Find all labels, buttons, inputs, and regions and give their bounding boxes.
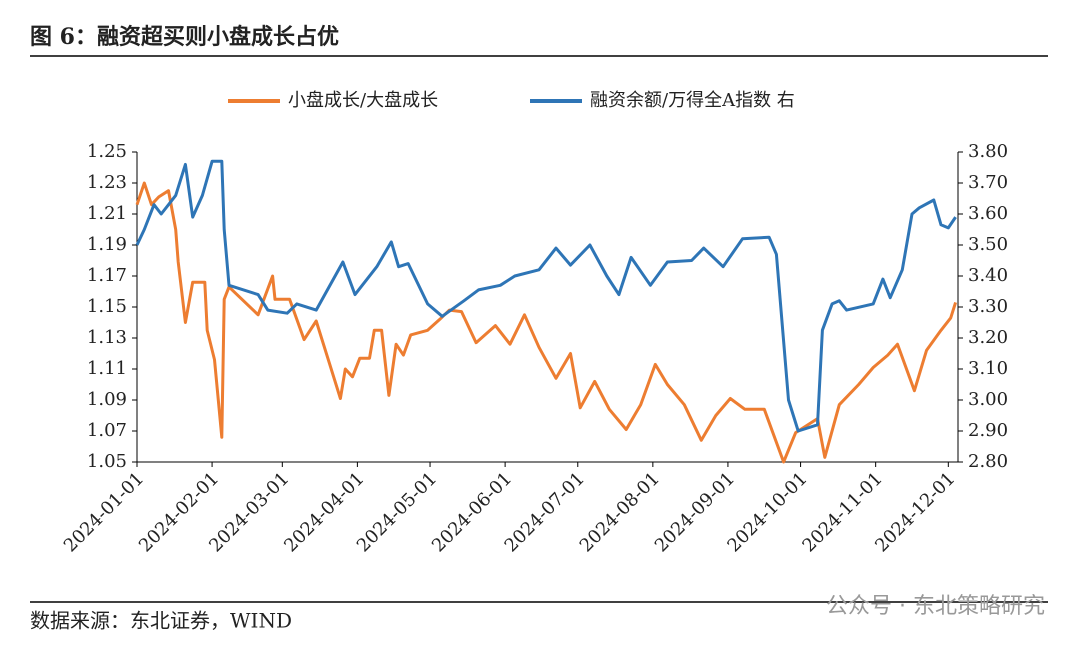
y2-tick-label: 2.90 — [968, 420, 1008, 441]
y2-tick-label: 3.30 — [968, 296, 1008, 317]
y-tick-label: 1.13 — [87, 327, 127, 348]
y-tick-label: 1.15 — [87, 296, 127, 317]
y-tick-label: 1.05 — [87, 451, 127, 472]
y2-tick-label: 3.60 — [968, 203, 1008, 224]
y-tick-label: 1.21 — [87, 203, 127, 224]
y-tick-label: 1.07 — [87, 420, 127, 441]
x-tick-label: 2024-08-01 — [576, 468, 664, 556]
y-tick-label: 1.11 — [87, 358, 127, 379]
y-tick-label: 1.17 — [87, 265, 127, 286]
y-tick-label: 1.23 — [87, 172, 127, 193]
y2-tick-label: 3.00 — [968, 389, 1008, 410]
legend-label: 小盘成长/大盘成长 — [288, 90, 438, 111]
source: 数据来源：东北证券，WIND — [30, 609, 292, 633]
y-tick-label: 1.09 — [87, 389, 127, 410]
y-tick-label: 1.25 — [87, 141, 127, 162]
series-line — [135, 159, 957, 433]
y2-tick-label: 3.80 — [968, 141, 1008, 162]
y2-tick-label: 3.10 — [968, 358, 1008, 379]
y-tick-label: 1.19 — [87, 234, 127, 255]
legend-label: 融资余额/万得全A指数 右 — [590, 90, 795, 111]
y2-tick-label: 3.40 — [968, 265, 1008, 286]
y2-tick-label: 3.70 — [968, 172, 1008, 193]
x-tick-label: 2024-01-01 — [60, 468, 148, 556]
watermark: 公众号 · 东北策略研究 — [826, 594, 1045, 619]
series-line — [135, 181, 958, 464]
y2-tick-label: 3.20 — [968, 327, 1008, 348]
chart-title: 图 6：融资超买则小盘成长占优 — [30, 24, 339, 50]
y2-tick-label: 3.50 — [968, 234, 1008, 255]
y2-tick-label: 2.80 — [968, 451, 1008, 472]
